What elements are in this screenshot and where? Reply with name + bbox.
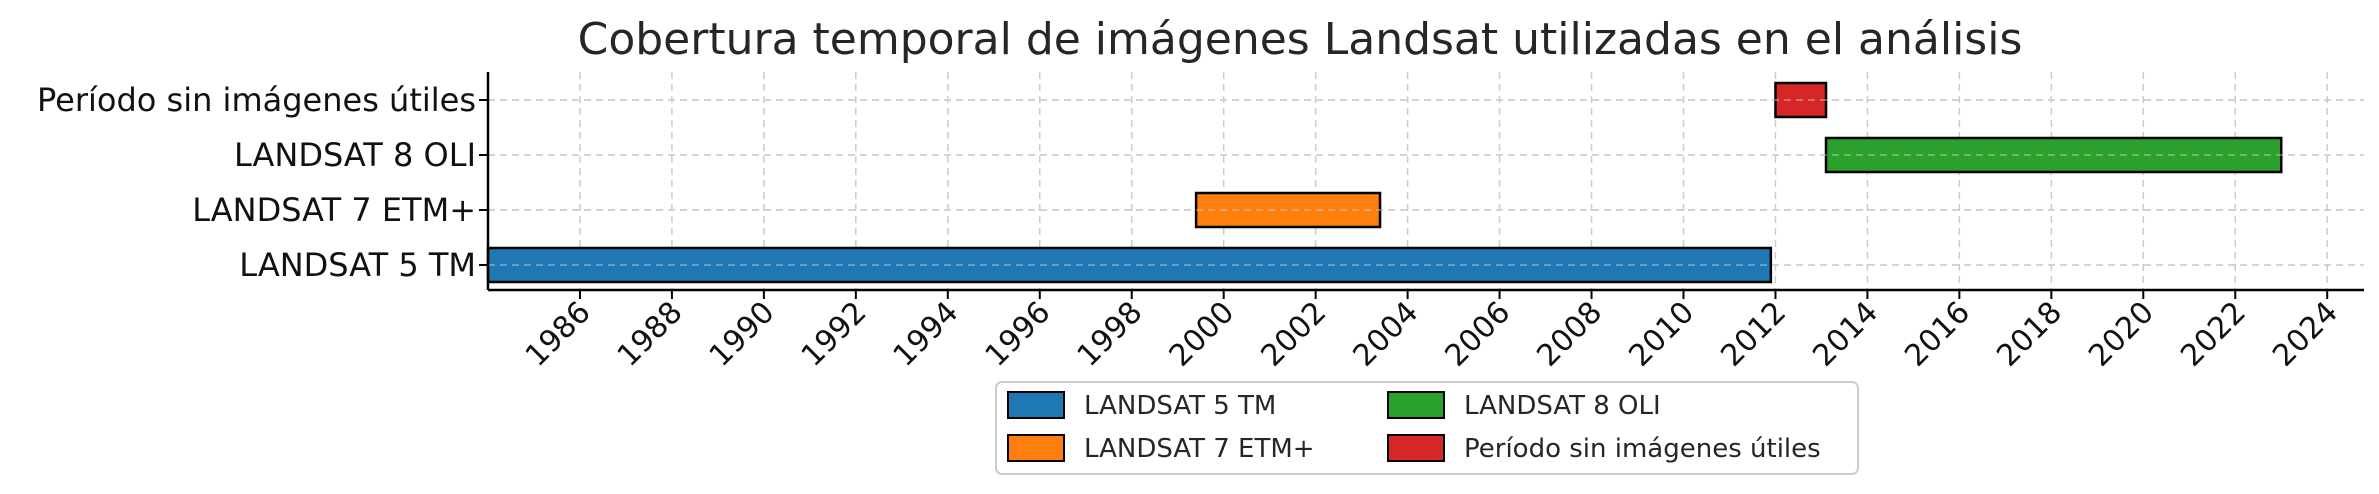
x-tick-label: 1998 [1071,295,1150,374]
bars [486,81,2364,284]
x-tick-label: 2016 [1898,295,1977,374]
legend-swatch [1007,391,1065,419]
x-tick-label: 1996 [979,295,1058,374]
x-tick-label: 2012 [1714,295,1793,374]
x-tick-label: 1986 [519,295,598,374]
x-tick-label: 2014 [1806,295,1885,374]
y-axis-label: LANDSAT 8 OLI [234,136,476,174]
y-axis-label: LANDSAT 7 ETM+ [192,191,476,229]
legend-label: LANDSAT 5 TM [1084,391,1276,421]
legend-label: LANDSAT 7 ETM+ [1084,434,1315,464]
legend-swatch [1387,391,1445,419]
legend-box [995,381,1859,475]
x-tick-label: 1992 [795,295,874,374]
x-tick-label: 2000 [1163,295,1242,374]
legend-swatch [1387,434,1445,462]
x-tick-label: 2022 [2174,295,2253,374]
x-tick-label: 2006 [1438,295,1517,374]
chart-title: Cobertura temporal de imágenes Landsat u… [578,14,2023,65]
legend-swatch [1007,434,1065,462]
legend: LANDSAT 5 TM LANDSAT 7 ETM+ LANDSAT 8 OLI P… [995,381,1859,475]
legend-label: Período sin imágenes útiles [1464,434,1821,464]
bar-4 [1774,81,1828,119]
y-axis-label: LANDSAT 5 TM [239,246,476,284]
x-tick-label: 2010 [1622,295,1701,374]
x-tick-label: 2002 [1255,295,1334,374]
legend-label: LANDSAT 8 OLI [1464,391,1661,421]
x-tick-label: 2018 [1990,295,2069,374]
x-tick-label: 1988 [611,295,690,374]
y-axis-labels: LANDSAT 5 TM LANDSAT 7 ETM+ LANDSAT 8 OLI P… [37,81,488,284]
x-tick-label: 1990 [703,295,782,374]
x-tick-label: 2020 [2082,295,2161,374]
x-tick-label: 2008 [1530,295,1609,374]
x-tick-label: 1994 [887,295,966,374]
y-axis-label: Período sin imágenes útiles [37,81,476,119]
x-tick-label: 2024 [2266,295,2345,374]
x-tick-label: 2004 [1347,295,1426,374]
x-axis-ticks: 1986 1988 1990 1992 1994 1996 1998 2000 2002 2004… [519,290,2345,374]
